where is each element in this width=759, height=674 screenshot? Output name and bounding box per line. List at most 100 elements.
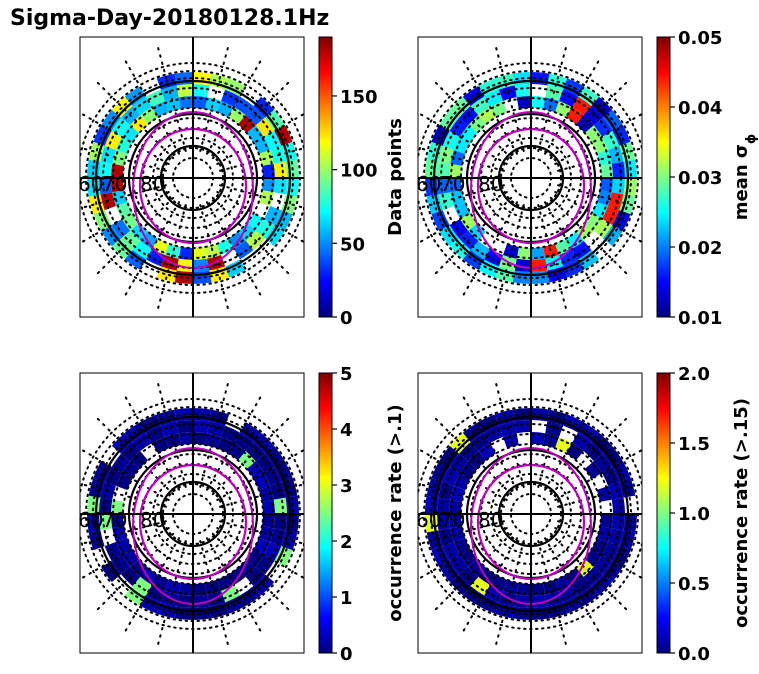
heatmap-cell [611,497,625,514]
heatmap-cell [104,131,122,150]
heatmap-cell [442,542,460,561]
heatmap-cell [261,514,275,529]
heatmap-cell [285,178,299,197]
heatmap-cells [87,408,299,620]
heatmap-cell [512,606,531,620]
heatmap-cell [437,497,451,514]
heatmap-cell [234,240,254,260]
heatmap-cell [273,514,287,531]
heatmap-cell [234,96,254,116]
heatmap-cell [273,161,287,178]
heatmap-cell [273,178,287,195]
heatmap-cell [543,243,560,259]
heatmap-cell [543,579,560,595]
heatmap-cell [623,514,637,533]
heatmap-cell [531,246,546,260]
colorbar-tick-label: 0.04 [678,98,722,119]
heatmap-cell [563,595,584,614]
heatmap-cell [164,433,181,449]
latitude-label: 70 [102,508,127,532]
heatmap-cell [450,526,466,543]
heatmap-cell [442,467,460,486]
heatmap-cell [193,270,212,284]
heatmap-cell [112,149,128,166]
colorbar-tick-label: 5 [340,364,353,385]
heatmap-cell [599,514,613,529]
heatmap-cell [93,125,112,146]
latitude-label: 70 [440,172,465,196]
heatmap-cell [132,240,152,260]
colorbar-tick-label: 0.03 [678,168,722,189]
heatmap-cell [468,451,487,470]
heatmap-cell [174,270,193,284]
heatmap-cell [478,259,499,278]
latitude-label: 60 [416,508,441,532]
heatmap-cell [130,115,149,134]
heatmap-cell [578,422,600,442]
heatmap-cell [437,161,451,178]
heatmap-cell [531,432,546,446]
heatmap-cell [240,422,262,442]
colorbar-label: occurrence rate (>.1) [385,404,406,621]
heatmap-cell [470,432,490,452]
heatmap-cell [531,270,550,284]
colorbar-gradient [656,36,671,318]
heatmap-cell [121,213,140,231]
heatmap-cell [164,97,181,113]
heatmap-cell [470,240,490,260]
heatmap-cell [459,125,478,143]
heatmap-cell [261,178,275,193]
heatmap-cell [264,131,282,150]
heatmap-cell [596,149,612,166]
panel-plot-area [418,373,642,653]
heatmap-cell [468,115,487,134]
colorbar-tick-label: 4 [340,420,353,441]
colorbar-4: 0.0 0.5 1.0 1.5 2.0 occurrence rate (>.15) [656,364,752,665]
colorbar-tick-label: 0 [340,308,353,329]
heatmap-cell [193,246,208,260]
heatmap-cell [502,433,519,449]
colorbar-label: mean σϕ [731,134,759,221]
heatmap-cell [449,499,463,514]
colorbar-3: 0 1 2 3 4 5 occurrence rate (>.1) [318,364,406,665]
heatmap-cell [431,461,450,482]
heatmap-cell [225,78,246,97]
heatmap-cell [264,542,282,561]
heatmap-cell [531,96,546,110]
colorbar-tick-label: 0.0 [678,644,710,665]
latitude-label: 60 [78,508,103,532]
heatmap-cell [516,582,531,596]
heatmap-cell [563,414,584,433]
heatmap-cell [111,499,125,514]
heatmap-cell [111,163,125,178]
colorbar-tick-label: 0 [340,644,353,665]
heatmap-cell [442,131,460,150]
colorbar-tick-label: 0.02 [678,238,722,259]
heatmap-cell [531,582,546,596]
heatmap-cell [470,96,490,116]
heatmap-cell [258,485,274,502]
heatmap-cell [178,246,193,260]
heatmap-cell [572,240,592,260]
heatmap-cell [121,549,140,567]
latitude-label: 80 [140,172,165,196]
heatmap-cell [104,542,122,561]
colorbar-gradient [318,36,333,318]
heatmap-cell [121,125,140,143]
colorbar-gradient [318,372,333,654]
heatmap-cell [459,213,478,231]
heatmap-cell [264,467,282,486]
heatmap-cell [174,606,193,620]
heatmap-cell [93,461,112,482]
heatmap-cell [176,84,193,98]
heatmap-cell [623,178,637,197]
heatmap-cell [193,84,210,98]
heatmap-cell [99,161,113,178]
heatmap-cell [193,96,208,110]
heatmap-cell [478,595,499,614]
heatmap-cell [205,243,222,259]
heatmap-cell [112,190,128,207]
panel-plot-area [80,37,304,317]
